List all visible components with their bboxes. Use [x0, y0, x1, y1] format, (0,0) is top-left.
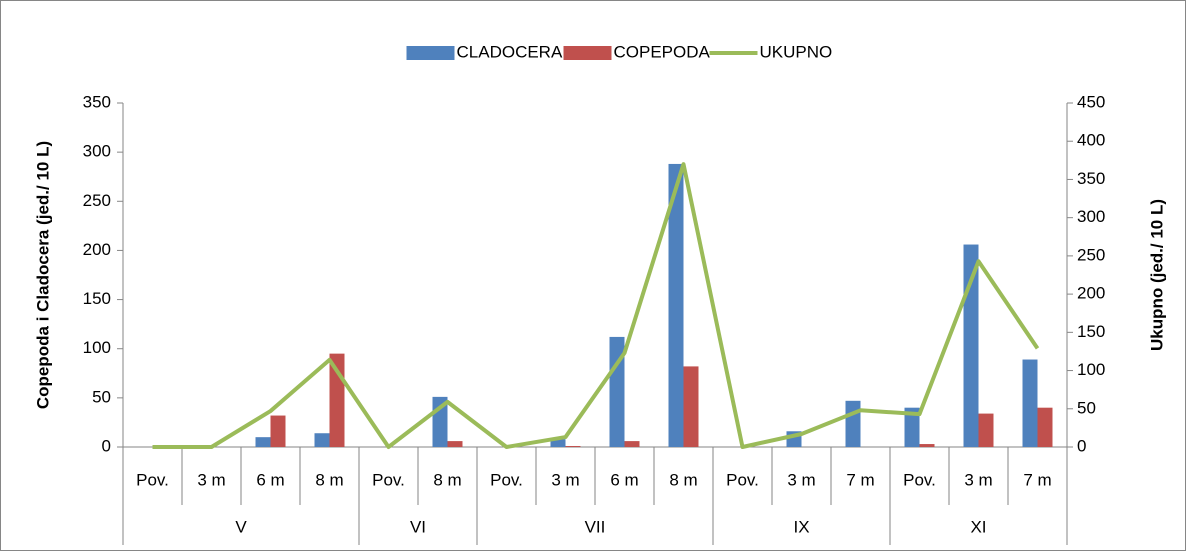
y2-tick-label: 0 [1077, 436, 1086, 455]
group-label: VI [410, 517, 426, 536]
x-tick-label: Pov. [903, 470, 936, 489]
x-tick-label: 8 m [433, 470, 461, 489]
bar [550, 439, 566, 447]
bar [1037, 407, 1053, 447]
group-label: XI [970, 517, 986, 536]
y-tick-label: 250 [83, 191, 111, 210]
y2-tick-label: 450 [1077, 92, 1105, 111]
y2-tick-label: 100 [1077, 360, 1105, 379]
legend-swatch [406, 46, 455, 60]
y2-tick-label: 400 [1077, 131, 1105, 150]
x-tick-label: Pov. [726, 470, 759, 489]
bar [314, 433, 330, 447]
x-tick-label: Pov. [136, 470, 169, 489]
y2-axis-label: Ukupno (jed./ 10 L) [1147, 199, 1166, 351]
x-tick-label: 3 m [551, 470, 579, 489]
x-tick-label: 3 m [197, 470, 225, 489]
x-tick-label: 7 m [846, 470, 874, 489]
y2-tick-label: 350 [1077, 169, 1105, 188]
y-tick-label: 200 [83, 240, 111, 259]
x-tick-label: 8 m [315, 470, 343, 489]
y-tick-label: 150 [83, 289, 111, 308]
legend-label: COPEPODA [614, 42, 711, 61]
bar [270, 415, 286, 447]
group-label: IX [793, 517, 809, 536]
x-tick-label: Pov. [372, 470, 405, 489]
y-tick-label: 0 [102, 436, 111, 455]
legend-label: CLADOCERA [457, 42, 563, 61]
y-tick-label: 350 [83, 92, 111, 111]
bar [1022, 359, 1038, 447]
x-tick-label: 7 m [1023, 470, 1051, 489]
y-tick-label: 300 [83, 142, 111, 161]
bar [255, 437, 271, 447]
x-tick-label: 8 m [669, 470, 697, 489]
bar [919, 444, 935, 447]
y2-tick-label: 300 [1077, 207, 1105, 226]
bar [683, 366, 699, 447]
bar [668, 163, 684, 448]
x-tick-label: 3 m [787, 470, 815, 489]
line-series [152, 162, 1040, 449]
group-label: VII [585, 517, 606, 536]
x-tick-label: 6 m [610, 470, 638, 489]
y2-tick-label: 50 [1077, 398, 1096, 417]
y2-tick-label: 150 [1077, 322, 1105, 341]
legend-label: UKUPNO [760, 42, 833, 61]
bar [624, 441, 640, 447]
x-tick-label: Pov. [490, 470, 523, 489]
bar [845, 400, 861, 447]
y-tick-label: 50 [92, 387, 111, 406]
legend-swatch [563, 46, 612, 60]
x-tick-label: 3 m [964, 470, 992, 489]
x-tick-label: 6 m [256, 470, 284, 489]
y-tick-label: 100 [83, 338, 111, 357]
bar [447, 441, 463, 447]
bar [978, 413, 994, 447]
bar [609, 336, 625, 447]
y2-tick-label: 200 [1077, 284, 1105, 303]
bar [904, 407, 920, 447]
bar [565, 446, 581, 447]
y2-tick-label: 250 [1077, 245, 1105, 264]
y-axis-label: Copepoda i Cladocera (jed./ 10 L) [33, 141, 52, 409]
group-label: V [235, 517, 247, 536]
bar [963, 244, 979, 447]
